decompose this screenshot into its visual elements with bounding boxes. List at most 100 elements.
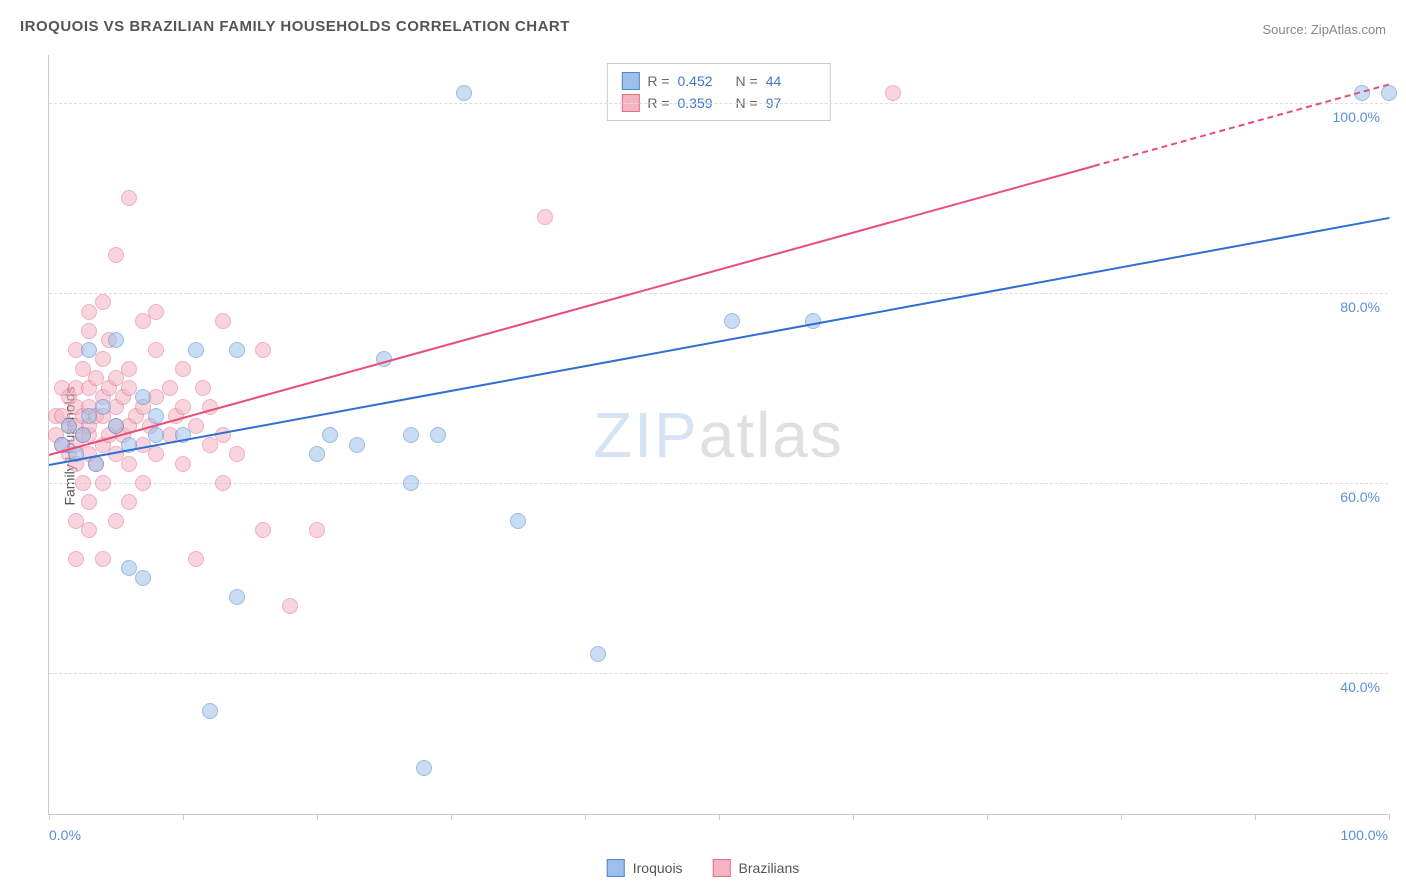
legend: Iroquois Brazilians: [607, 859, 800, 877]
series1-n: 44: [766, 73, 816, 89]
x-tick: [317, 814, 318, 820]
scatter-point: [456, 85, 472, 101]
watermark-zip: ZIP: [593, 399, 699, 471]
scatter-point: [590, 646, 606, 662]
watermark: ZIPatlas: [593, 398, 844, 472]
scatter-point: [403, 475, 419, 491]
scatter-point: [724, 313, 740, 329]
gridline: [49, 293, 1388, 294]
n-label: N =: [736, 73, 758, 89]
chart-container: IROQUOIS VS BRAZILIAN FAMILY HOUSEHOLDS …: [0, 0, 1406, 892]
scatter-point: [121, 361, 137, 377]
scatter-point: [215, 313, 231, 329]
x-tick: [1255, 814, 1256, 820]
scatter-point: [148, 342, 164, 358]
scatter-point: [95, 351, 111, 367]
scatter-point: [229, 589, 245, 605]
scatter-point: [135, 475, 151, 491]
scatter-point: [255, 342, 271, 358]
scatter-point: [75, 427, 91, 443]
x-tick: [585, 814, 586, 820]
scatter-point: [108, 418, 124, 434]
legend-label-2: Brazilians: [739, 860, 800, 876]
scatter-point: [135, 389, 151, 405]
x-tick-label: 100.0%: [1341, 827, 1388, 843]
scatter-point: [81, 494, 97, 510]
legend-swatch-2: [713, 859, 731, 877]
scatter-point: [188, 551, 204, 567]
legend-swatch-1: [607, 859, 625, 877]
scatter-point: [95, 294, 111, 310]
scatter-point: [1381, 85, 1397, 101]
gridline: [49, 103, 1388, 104]
scatter-point: [121, 494, 137, 510]
scatter-point: [202, 703, 218, 719]
scatter-point: [108, 332, 124, 348]
series1-swatch: [621, 72, 639, 90]
scatter-point: [510, 513, 526, 529]
scatter-point: [95, 551, 111, 567]
scatter-point: [175, 361, 191, 377]
scatter-point: [188, 342, 204, 358]
scatter-point: [229, 342, 245, 358]
y-tick-label: 80.0%: [1340, 299, 1380, 315]
scatter-point: [95, 399, 111, 415]
x-tick: [987, 814, 988, 820]
plot-area: ZIPatlas R = 0.452 N = 44 R = 0.359 N = …: [48, 55, 1388, 815]
series1-r: 0.452: [678, 73, 728, 89]
x-tick: [1121, 814, 1122, 820]
scatter-point: [95, 475, 111, 491]
scatter-point: [537, 209, 553, 225]
scatter-point: [282, 598, 298, 614]
scatter-point: [81, 522, 97, 538]
y-tick-label: 40.0%: [1340, 679, 1380, 695]
x-tick: [183, 814, 184, 820]
scatter-point: [135, 570, 151, 586]
scatter-point: [215, 475, 231, 491]
y-tick-label: 100.0%: [1333, 109, 1380, 125]
scatter-point: [81, 342, 97, 358]
scatter-point: [309, 522, 325, 538]
chart-source: Source: ZipAtlas.com: [1262, 22, 1386, 37]
scatter-point: [68, 551, 84, 567]
gridline: [49, 673, 1388, 674]
gridline: [49, 483, 1388, 484]
scatter-point: [148, 304, 164, 320]
scatter-point: [349, 437, 365, 453]
x-tick: [451, 814, 452, 820]
scatter-point: [148, 427, 164, 443]
scatter-point: [148, 446, 164, 462]
scatter-point: [121, 190, 137, 206]
chart-title: IROQUOIS VS BRAZILIAN FAMILY HOUSEHOLDS …: [20, 18, 570, 35]
legend-item-2: Brazilians: [713, 859, 800, 877]
scatter-point: [215, 427, 231, 443]
scatter-point: [430, 427, 446, 443]
scatter-point: [175, 456, 191, 472]
scatter-point: [75, 475, 91, 491]
x-tick: [719, 814, 720, 820]
watermark-atlas: atlas: [699, 399, 844, 471]
x-tick-label: 0.0%: [49, 827, 81, 843]
scatter-point: [255, 522, 271, 538]
scatter-point: [108, 247, 124, 263]
r-label: R =: [647, 73, 669, 89]
scatter-point: [121, 456, 137, 472]
scatter-point: [81, 323, 97, 339]
scatter-point: [322, 427, 338, 443]
scatter-point: [885, 85, 901, 101]
scatter-point: [108, 513, 124, 529]
trendline: [1094, 84, 1389, 167]
scatter-point: [162, 380, 178, 396]
scatter-point: [309, 446, 325, 462]
scatter-point: [195, 380, 211, 396]
stats-box: R = 0.452 N = 44 R = 0.359 N = 97: [606, 63, 830, 121]
y-tick-label: 60.0%: [1340, 489, 1380, 505]
scatter-point: [229, 446, 245, 462]
x-tick: [49, 814, 50, 820]
scatter-point: [416, 760, 432, 776]
legend-item-1: Iroquois: [607, 859, 683, 877]
trendline: [49, 217, 1389, 466]
trendline: [49, 165, 1095, 456]
scatter-point: [403, 427, 419, 443]
x-tick: [1389, 814, 1390, 820]
